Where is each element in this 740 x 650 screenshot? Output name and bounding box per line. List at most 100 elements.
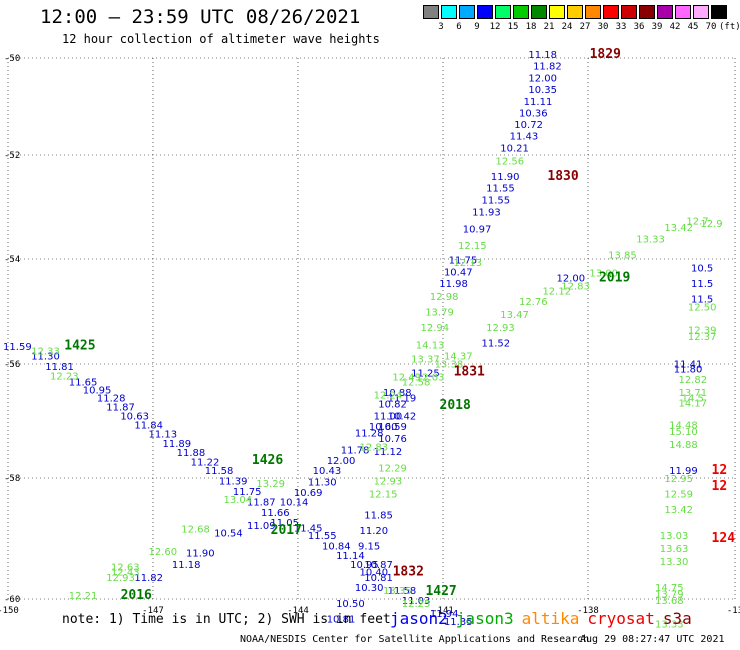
map-subtitle: 12 hour collection of altimeter wave hei… [62,32,380,46]
wave-height-label-jason3: 12.7 [686,216,708,227]
color-scale-label: 3 [438,22,444,32]
wave-height-label-jason3: 13.33 [636,235,665,246]
wave-height-label-jason2: 9.15 [358,542,380,553]
pass-number-label: 1426 [252,453,283,468]
wave-height-label-jason2: 10.69 [294,488,323,499]
pass-number-labels: 1829 1830 1831 1832 1425 1426 1427 2016 2017 2018… [64,47,735,603]
wave-height-label-jason3: 12.49 [392,373,421,384]
wave-height-label-jason2: 11.5 [691,294,713,305]
pass-number-label: 2018 [440,398,471,413]
wave-height-label-jason2: 11.55 [481,196,510,207]
wave-height-label-jason2: 11.87 [106,403,135,414]
color-swatch [711,5,727,19]
wave-height-label-jason3: 13.85 [608,250,637,261]
color-swatch [459,5,475,19]
lat-tick-label: -54 [4,255,20,265]
color-swatch [639,5,655,19]
wave-height-label-jason2: 11.28 [355,429,384,440]
lon-tick-label: -144 [287,606,309,616]
generation-timestamp: Aug 29 08:27:47 UTC 2021 [580,634,725,645]
wave-height-label-jason3: 13.29 [256,479,285,490]
color-swatch [549,5,565,19]
wave-height-label-jason2: 11.39 [219,477,248,488]
wave-height-label-jason2: 11.59 [3,342,32,353]
pass-number-label: 12 [712,463,728,478]
wave-height-label-jason2: 11.75 [233,487,262,498]
wave-height-label-jason2: 10.30 [355,583,384,594]
pass-number-label: 1831 [454,364,485,379]
wave-height-label-jason2: 10.42 [388,412,417,423]
wave-height-label-jason2: 11.99 [669,466,698,477]
color-swatch [621,5,637,19]
wave-height-label-jason2: 11.98 [439,279,468,290]
wave-height-label-jason2: 11.5 [691,279,713,290]
color-swatch [567,5,583,19]
satellite-legend: jason2 jason3 altika cryosat s3a [390,609,700,628]
wave-height-label-jason3: 12.15 [458,241,487,252]
lat-tick-label: -58 [4,474,20,484]
wave-height-label-jason2: 10.36 [519,108,548,119]
wave-height-label-jason2: 11.14 [336,551,365,562]
lat-tick-label: -52 [4,151,20,161]
pass-number-label: 124 [712,531,736,546]
wave-height-label-jason3: 12.95 [664,474,693,485]
wave-height-label-jason3: 12.98 [430,292,459,303]
wave-height-label-jason3: 12.58 [402,378,431,389]
wave-height-label-jason2: 11.18 [172,560,201,571]
wave-height-label-jason3: 13.63 [660,544,689,555]
wave-height-label-jason2: 11.85 [364,510,393,521]
wave-height-label-jason3: 12.29 [378,464,407,475]
wave-height-label-jason3: 12.03 [416,373,445,384]
wave-height-label-jason3: 12.15 [369,490,398,501]
color-scale-label: 33 [615,22,627,32]
wave-height-label-jason2: 11.35 [444,617,473,628]
wave-height-label-jason3: 13.03 [660,531,689,542]
wave-height-label-jason2: 10.81 [327,614,356,625]
wave-height-label-jason2: 10.76 [378,434,407,445]
lon-tick-label: -141 [432,606,454,616]
wave-height-label-jason2: 10.87 [364,560,393,571]
wave-height-label-jason2: 12.00 [557,274,586,285]
lat-tick-label: -60 [4,595,20,605]
wave-height-label-jason2: 11.28 [97,393,126,404]
color-scale-label: 27 [579,22,591,32]
wave-height-label-jason3: 13.47 [500,310,529,321]
wave-height-label-jason2: 11.82 [134,573,163,584]
wave-height-label-jason2: 11.30 [31,352,60,363]
wave-height-label-jason3: 12.9 [700,219,722,230]
wave-height-label-jason3: 12.25 [402,599,431,610]
wave-height-label-jason2: 11.87 [247,497,276,508]
color-scale-label: 30 [597,22,609,32]
wave-height-label-jason2: 11.20 [360,526,389,537]
wave-height-label-jason3: 13.35 [383,586,412,597]
wave-height-label-jason3: 15.10 [669,427,698,438]
wave-height-label-jason2: 11.89 [163,439,192,450]
satellite-legend-jason2: jason2 [390,609,448,628]
pass-number-label: 2016 [121,588,152,603]
pass-number-label: 2019 [599,271,630,286]
pass-number-label: 2017 [271,523,302,538]
wave-height-label-jason3: 14.5 [682,393,704,404]
axis-labels: -150 -147 -144 -141 -138 -13 -50 -52 -54 -56 -58 -6… [0,54,740,616]
color-scale-label: 39 [651,22,663,32]
wave-height-label-jason2: 11.88 [177,448,206,459]
wave-height-label-jason2: 10.95 [83,386,112,397]
satellite-legend-cryosat: cryosat [587,609,655,628]
wave-height-label-jason2: 11.66 [261,508,290,519]
wave-height-label-jason2: 10.54 [214,529,243,540]
wave-height-label-jason3: 12.33 [31,347,60,358]
wave-height-label-jason3: 12.12 [542,287,571,298]
wave-height-label-jason2: 10.47 [444,267,473,278]
credits-text: NOAA/NESDIS Center for Satellite Applica… [240,634,590,645]
color-swatch [657,5,673,19]
color-scale-label: 18 [525,22,537,32]
wave-height-label-jason2: 12.00 [327,456,356,467]
wave-height-label-jason3: 13.79 [655,589,684,600]
wave-height-label-jason2: 10.88 [383,388,412,399]
wave-height-label-jason2: 11.11 [524,97,553,108]
wave-height-label-jason2: 10.84 [322,542,351,553]
color-swatch [693,5,709,19]
wave-height-label-jason3: 12.82 [678,375,707,386]
wave-height-label-jason3: 12.23 [50,371,79,382]
